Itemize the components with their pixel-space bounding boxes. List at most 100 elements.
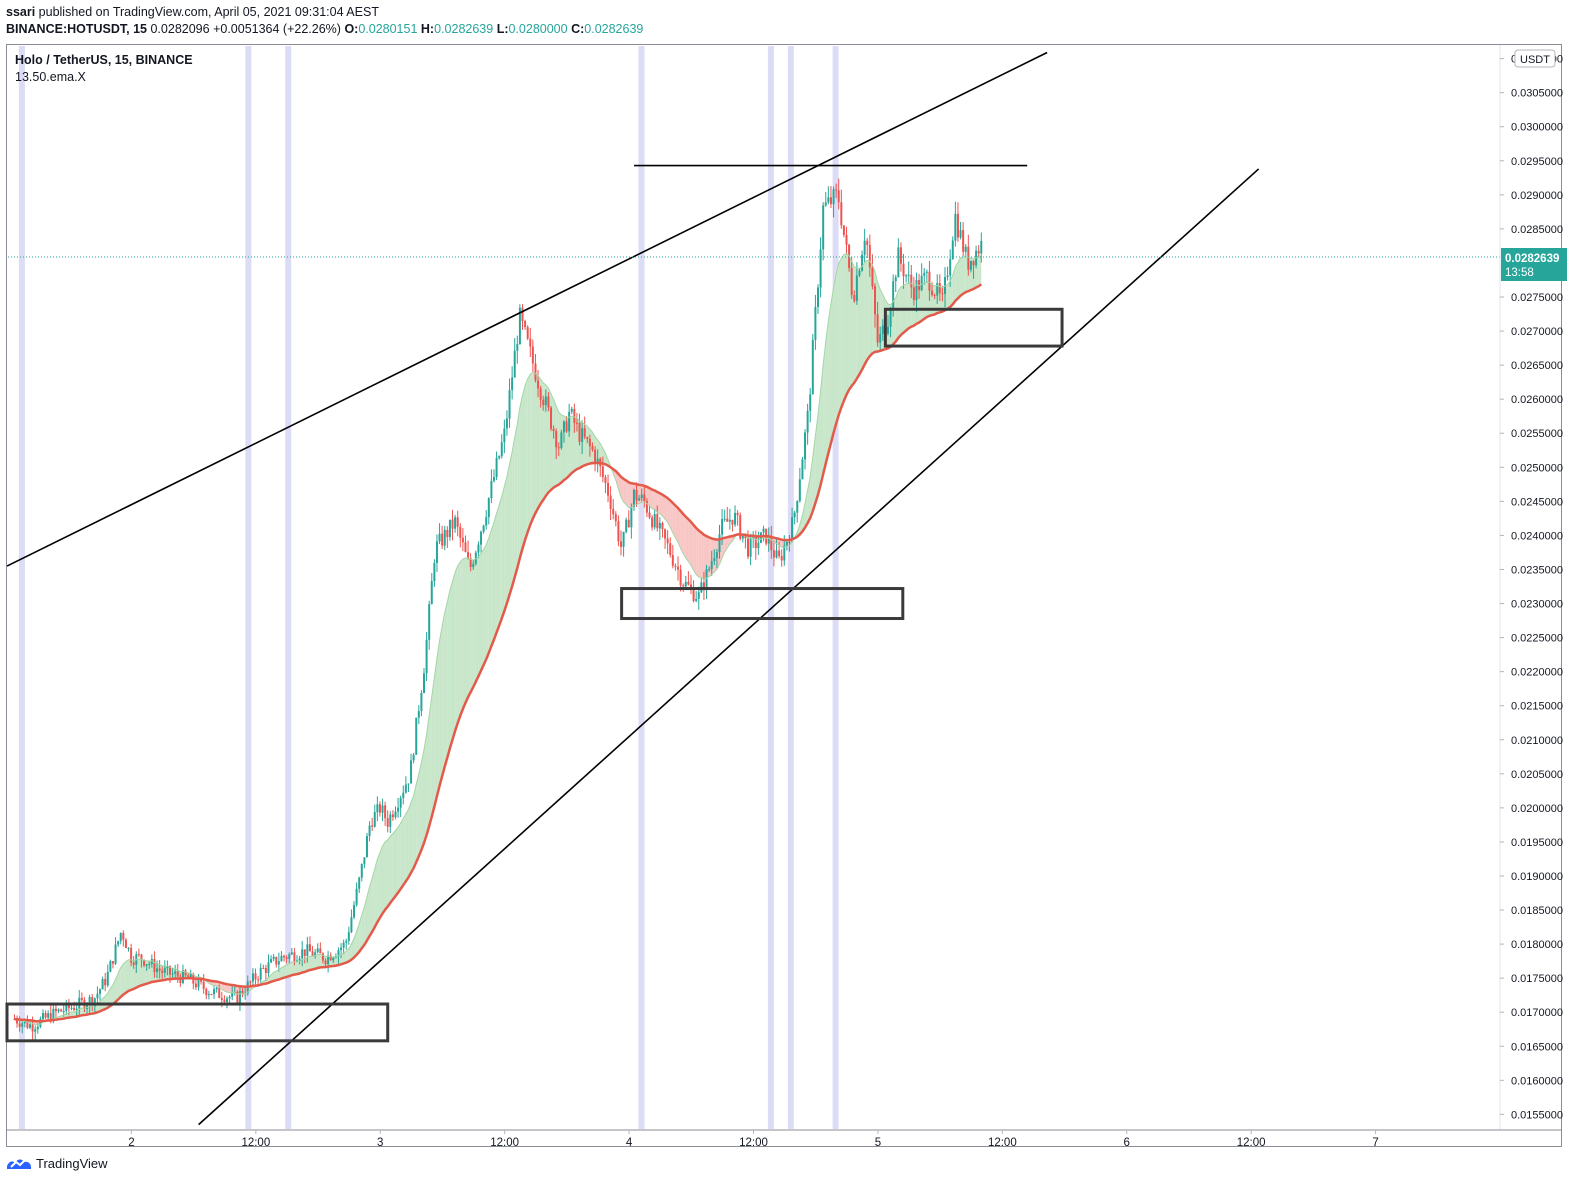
candle[interactable]: [306, 936, 309, 963]
candle[interactable]: [353, 901, 356, 920]
candle[interactable]: [513, 337, 516, 378]
candle[interactable]: [658, 517, 661, 540]
candle[interactable]: [687, 571, 690, 586]
candle[interactable]: [804, 429, 807, 470]
candle[interactable]: [176, 963, 179, 983]
candle[interactable]: [430, 573, 433, 605]
candle[interactable]: [350, 909, 353, 934]
candle[interactable]: [505, 410, 508, 436]
candle[interactable]: [666, 530, 669, 554]
candle[interactable]: [648, 505, 651, 520]
candle[interactable]: [290, 948, 293, 956]
candle[interactable]: [480, 530, 483, 553]
candle[interactable]: [283, 954, 286, 962]
candle[interactable]: [923, 268, 926, 285]
candle[interactable]: [550, 405, 553, 432]
candle[interactable]: [492, 469, 495, 483]
candle[interactable]: [101, 976, 104, 990]
candle[interactable]: [451, 509, 454, 541]
candle[interactable]: [47, 1010, 50, 1021]
candle[interactable]: [459, 523, 462, 548]
candle[interactable]: [423, 668, 426, 694]
candle[interactable]: [500, 434, 503, 459]
candle[interactable]: [759, 532, 762, 544]
candle[interactable]: [601, 456, 604, 483]
candle[interactable]: [529, 327, 532, 357]
candle[interactable]: [319, 942, 322, 954]
candle[interactable]: [537, 369, 540, 398]
candle[interactable]: [461, 528, 464, 552]
candle[interactable]: [111, 960, 114, 969]
candle[interactable]: [21, 1020, 24, 1034]
zone-rectangle[interactable]: [620, 587, 905, 621]
candle[interactable]: [905, 274, 908, 283]
candle[interactable]: [925, 269, 928, 283]
candle[interactable]: [163, 960, 166, 978]
candle[interactable]: [640, 488, 643, 502]
candle[interactable]: [238, 986, 241, 1011]
candle[interactable]: [124, 938, 127, 949]
candle[interactable]: [897, 238, 900, 278]
candle[interactable]: [951, 236, 954, 260]
candle[interactable]: [441, 525, 444, 550]
candle[interactable]: [446, 526, 449, 548]
candle[interactable]: [557, 442, 560, 457]
candle[interactable]: [902, 253, 905, 289]
candle[interactable]: [454, 514, 457, 533]
candle[interactable]: [832, 186, 835, 218]
candle[interactable]: [376, 796, 379, 822]
candle[interactable]: [210, 993, 213, 996]
candle[interactable]: [780, 549, 783, 567]
trend-line[interactable]: [198, 168, 1260, 1126]
candle[interactable]: [140, 953, 143, 968]
candle[interactable]: [594, 446, 597, 472]
candle[interactable]: [824, 191, 827, 207]
candle[interactable]: [213, 985, 216, 999]
candle[interactable]: [65, 999, 68, 1015]
candle[interactable]: [410, 753, 413, 784]
candle[interactable]: [215, 986, 218, 993]
candle[interactable]: [697, 586, 700, 610]
candle[interactable]: [959, 221, 962, 240]
candle[interactable]: [428, 600, 431, 650]
candle[interactable]: [433, 559, 436, 587]
candle[interactable]: [524, 319, 527, 330]
candle[interactable]: [404, 776, 407, 794]
candle[interactable]: [402, 785, 405, 805]
candle[interactable]: [464, 535, 467, 553]
candle[interactable]: [542, 395, 545, 411]
candle[interactable]: [933, 293, 936, 300]
candle[interactable]: [669, 537, 672, 558]
candle[interactable]: [503, 419, 506, 454]
candle[interactable]: [171, 968, 174, 978]
candle[interactable]: [596, 449, 599, 473]
candle[interactable]: [378, 801, 381, 817]
candle[interactable]: [127, 947, 130, 952]
candle[interactable]: [684, 576, 687, 589]
candle[interactable]: [972, 260, 975, 279]
candle[interactable]: [881, 319, 884, 341]
candle[interactable]: [301, 940, 304, 967]
candle[interactable]: [347, 926, 350, 945]
candle[interactable]: [975, 245, 978, 269]
candle[interactable]: [456, 510, 459, 537]
candle[interactable]: [907, 261, 910, 284]
candle[interactable]: [132, 955, 135, 969]
candle[interactable]: [767, 527, 770, 552]
candle[interactable]: [469, 553, 472, 572]
candle[interactable]: [591, 442, 594, 452]
candle[interactable]: [829, 186, 832, 208]
candle[interactable]: [275, 956, 278, 968]
candle[interactable]: [964, 243, 967, 256]
candle[interactable]: [485, 510, 488, 530]
candle[interactable]: [806, 403, 809, 445]
candle[interactable]: [638, 494, 641, 502]
candle[interactable]: [368, 821, 371, 842]
candle[interactable]: [886, 315, 889, 336]
candle[interactable]: [980, 232, 983, 263]
candle[interactable]: [651, 514, 654, 531]
indicator-legend[interactable]: 13.50.ema.X: [15, 70, 86, 84]
candle[interactable]: [467, 540, 470, 560]
candle[interactable]: [262, 964, 265, 969]
